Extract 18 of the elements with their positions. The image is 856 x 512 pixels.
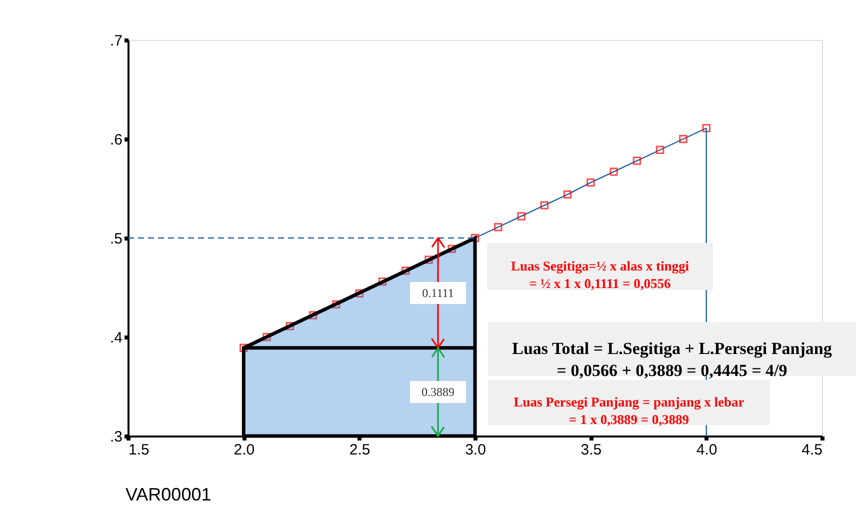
- annotation: Luas Segitiga=½ x alas x tinggi = ½ x 1 x 0,1111 = 0,0556: [511, 258, 690, 292]
- annotation: Luas Persegi Panjang = panjang x lebar = 1 x 0,3889 = 0,3889: [514, 394, 744, 428]
- x-tick-label: 2.5: [349, 442, 370, 458]
- y-tick-label: .7: [110, 32, 122, 50]
- x-tick-label: 4.0: [696, 442, 718, 458]
- x-tick-label: 1.5: [128, 442, 150, 458]
- annotation: Luas Total = L.Segitiga + L.Persegi Panjang = 0,0566 + 0,3889 = 0,4445 = 4/9: [512, 339, 832, 380]
- x-tick-label: 3.5: [580, 442, 602, 458]
- x-tick-label: 4.5: [802, 442, 822, 458]
- annotation: 0.1111: [422, 286, 454, 300]
- x-tick-label: 2.0: [234, 442, 255, 458]
- x-axis-title: VAR00001: [126, 484, 212, 504]
- annotation: 0.3889: [422, 384, 454, 399]
- y-tick-label: .4: [110, 330, 122, 346]
- y-tick-label: .3: [110, 428, 122, 446]
- y-tick-label: .6: [110, 132, 122, 148]
- x-tick-label: 3.0: [465, 442, 486, 458]
- y-tick-label: .5: [110, 230, 122, 248]
